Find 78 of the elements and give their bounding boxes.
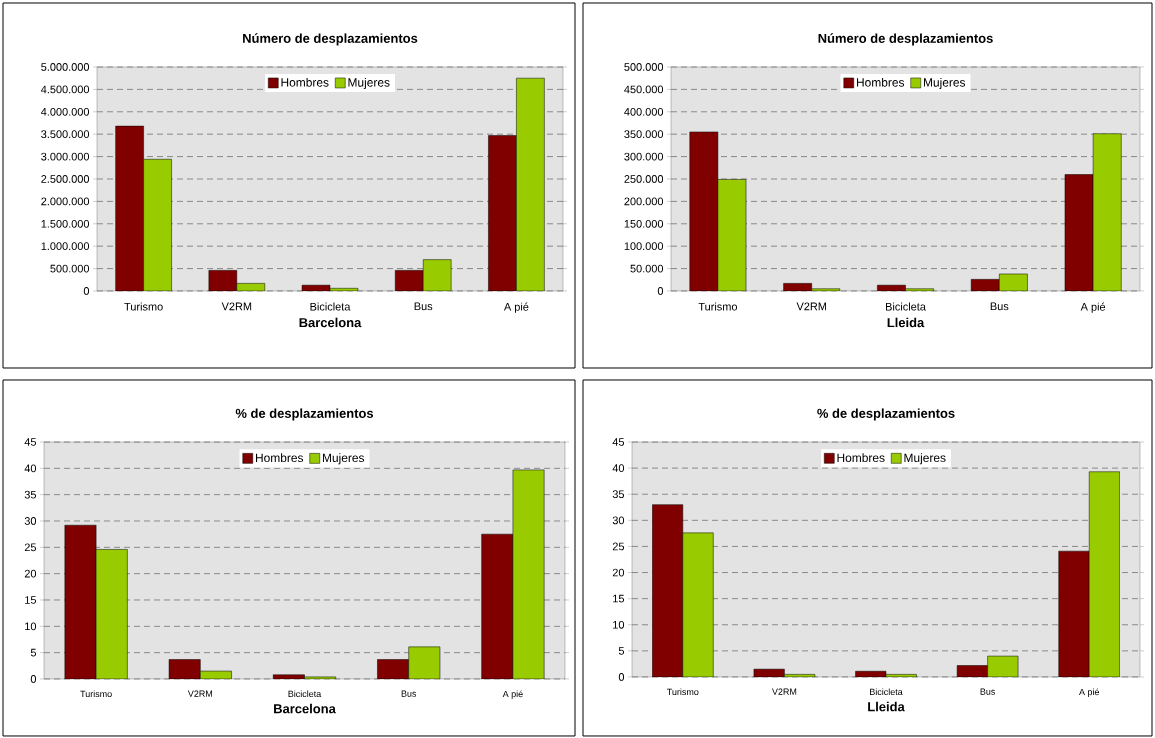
x-tick-label: Bicicleta [870,688,903,696]
x-tick-label: Turismo [124,302,163,311]
legend-label: Hombres [281,77,329,87]
y-tick-label: 5 [30,648,37,657]
chart-title: Número de desplazamientos [243,33,418,46]
y-tick-label: 200.000 [624,197,664,206]
y-tick-label: 4.000.000 [40,107,90,116]
y-tick-label: 30 [612,516,625,525]
y-tick-label: 5.000.000 [41,63,90,71]
chart-title: % de desplazamientos [817,408,955,421]
y-tick-label: 450.000 [624,85,664,94]
y-tick-label: 400.000 [624,107,664,116]
y-tick-label: 45 [24,438,37,446]
legend-label: Mujeres [348,77,390,90]
y-tick-label: 40 [612,464,625,472]
x-tick-label: Turismo [80,690,112,698]
x-tick-label: V2RM [221,302,252,311]
y-tick-label: 40 [24,464,37,473]
x-tick-label: A pié [502,690,523,699]
y-tick-label: 2.500.000 [41,175,90,183]
y-tick-label: 35 [24,490,37,499]
y-tick-label: 35 [612,490,625,499]
x-tick-label: Bicicleta [886,302,926,311]
x-axis-title: Lleida [887,317,925,328]
x-tick-label: Bus [990,302,1009,311]
x-axis-title: Lleida [868,701,905,712]
y-tick-label: 0 [83,287,90,295]
y-tick-label: 45 [612,438,625,446]
x-tick-label: V2RM [772,688,797,695]
y-tick-label: 25 [24,543,37,552]
x-tick-label: Bicicleta [310,302,351,311]
y-tick-label: 15 [25,596,37,604]
x-tick-label: A pié [1079,688,1100,697]
x-tick-label: Bus [980,688,996,695]
x-tick-label: V2RM [187,690,213,697]
y-tick-label: 100.000 [624,242,664,251]
x-tick-label: Bus [414,302,433,311]
x-tick-label: A pié [503,302,529,313]
y-tick-label: 500.000 [624,63,664,71]
y-tick-label: 1.500.000 [41,219,90,228]
y-tick-label: 0 [30,675,37,683]
y-tick-label: 150.000 [624,219,664,228]
y-tick-label: 250.000 [624,175,664,183]
y-tick-label: 4.500.000 [40,85,90,94]
legend-label: Mujeres [923,77,966,90]
y-tick-label: 15 [613,594,625,603]
y-tick-label: 3.500.000 [41,130,90,139]
legend-label: Mujeres [322,453,365,465]
chart-title: % de desplazamientos [235,408,374,421]
y-tick-label: 50.000 [630,264,664,273]
y-tick-label: 2.000.000 [41,197,90,206]
x-axis-title: Barcelona [274,703,336,714]
x-tick-label: Turismo [698,302,738,311]
y-tick-label: 300.000 [624,152,664,161]
y-tick-label: 10 [25,622,37,631]
y-tick-label: 3.000.000 [41,152,90,161]
x-axis-title: Barcelona [299,317,362,328]
y-tick-label: 0 [657,287,664,295]
legend-label: Hombres [255,453,304,463]
y-tick-label: 10 [613,620,625,629]
y-tick-label: 25 [612,542,625,551]
legend-label: Mujeres [904,453,946,465]
y-tick-label: 0 [618,673,625,681]
legend-label: Hombres [837,453,885,462]
y-tick-label: 5 [618,647,625,655]
x-tick-label: V2RM [796,302,827,311]
y-tick-label: 1.000.000 [41,242,90,251]
x-tick-label: Bus [401,690,417,697]
x-tick-label: A pié [1080,302,1106,313]
y-tick-label: 350.000 [624,130,664,139]
y-tick-label: 30 [24,517,37,525]
chart-title: Número de desplazamientos [818,33,993,46]
y-tick-label: 20 [612,568,625,577]
legend-label: Hombres [856,77,905,87]
y-tick-label: 500.000 [50,264,90,273]
x-tick-label: Turismo [666,688,699,696]
x-tick-label: Bicicleta [288,690,322,698]
y-tick-label: 20 [24,569,37,578]
